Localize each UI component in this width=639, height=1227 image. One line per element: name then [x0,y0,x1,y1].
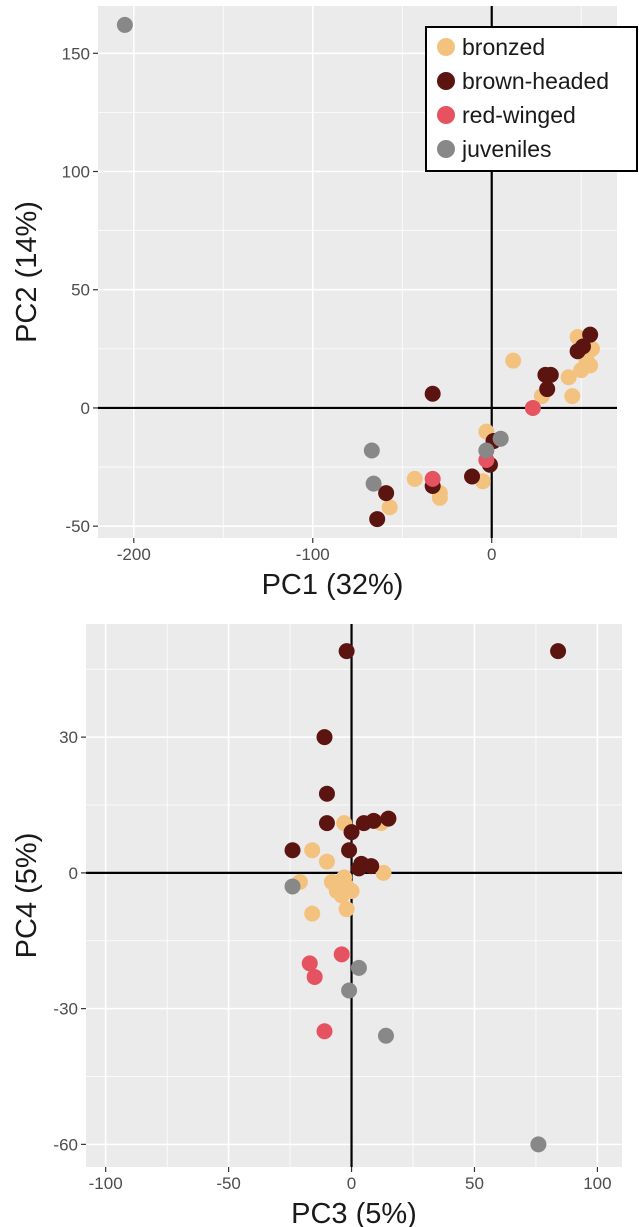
data-point-juveniles [363,442,380,459]
data-point-brown-headed [341,842,358,859]
data-point-juveniles [116,16,133,33]
data-point-juveniles [365,475,382,492]
data-point-juveniles [530,1136,547,1153]
data-point-brown-headed [550,643,567,660]
y-axis-title: PC4 (5%) [11,833,43,959]
x-axis-ticks: -200 -100 0 [117,538,496,564]
data-point-juveniles [492,430,509,447]
x-tick-label: -50 [216,1174,241,1193]
data-point-red-winged [301,955,318,972]
pca-panel-pc3-pc4: -100 -50 0 50 100 -60 -30 0 30 PC3 (5%) PC4 (5%… [11,624,622,1227]
data-point-red-winged [316,1023,333,1040]
legend-box [425,26,638,172]
data-point-bronzed [564,388,581,405]
legend-key-red-winged [437,106,455,124]
data-point-brown-headed [365,812,382,829]
data-point-red-winged [333,946,350,963]
data-point-brown-headed [343,824,360,841]
data-point-brown-headed [574,338,591,355]
y-tick-label: -30 [53,1000,78,1019]
data-point-juveniles [341,982,358,999]
data-point-bronzed [406,470,423,487]
x-tick-label: 0 [487,545,496,564]
data-point-bronzed [560,369,577,386]
data-point-bronzed [338,901,355,918]
y-tick-label: -60 [53,1135,78,1154]
data-point-juveniles [478,442,495,459]
data-point-red-winged [524,399,541,416]
x-axis-title: PC1 (32%) [262,569,404,601]
data-point-bronzed [381,499,398,516]
data-point-bronzed [343,882,360,899]
x-tick-label: -200 [117,545,151,564]
legend-label-brown-headed: brown-headed [462,68,609,94]
data-point-brown-headed [539,381,556,398]
y-axis-title: PC2 (14%) [11,201,43,343]
data-point-brown-headed [582,326,599,343]
pca-panel-pc1-pc2: -200 -100 0 -50 0 50 100 150 PC1 (32%) PC2 (14… [11,6,638,601]
data-point-brown-headed [369,511,386,528]
data-point-juveniles [377,1027,394,1044]
data-point-brown-headed [380,810,397,827]
data-point-juveniles [284,878,301,895]
data-point-bronzed [318,853,335,870]
data-point-brown-headed [464,468,481,485]
data-point-brown-headed [338,643,355,660]
data-point-brown-headed [378,485,395,502]
data-point-bronzed [304,842,321,859]
data-point-red-winged [424,470,441,487]
data-point-brown-headed [318,815,335,832]
y-tick-label: 0 [69,864,78,883]
y-tick-label: 100 [62,163,90,182]
data-point-bronzed [304,905,321,922]
y-axis-ticks: -60 -30 0 30 [53,728,86,1154]
data-points [284,643,567,1153]
x-tick-label: 100 [583,1174,611,1193]
data-point-red-winged [306,968,323,985]
y-tick-label: 0 [81,399,90,418]
legend: bronzed brown-headed red-winged juveniles [425,26,638,172]
y-tick-label: 150 [62,44,90,63]
data-point-brown-headed [318,785,335,802]
y-tick-label: -50 [65,517,90,536]
y-tick-label: 30 [59,728,78,747]
y-tick-label: 50 [71,281,90,300]
x-axis-title: PC3 (5%) [291,1198,417,1227]
legend-label-red-winged: red-winged [462,102,576,128]
data-point-bronzed [375,864,392,881]
data-point-brown-headed [316,729,333,746]
data-point-bronzed [505,352,522,369]
legend-key-juveniles [437,140,455,158]
legend-key-brown-headed [437,72,455,90]
data-point-brown-headed [542,366,559,383]
data-point-juveniles [350,959,367,976]
legend-key-bronzed [437,38,455,56]
data-points [116,16,600,528]
x-axis-ticks: -100 -50 0 50 100 [89,1167,612,1193]
x-tick-label: -100 [89,1174,123,1193]
data-point-brown-headed [424,385,441,402]
legend-label-juveniles: juveniles [461,136,552,162]
x-tick-label: 50 [465,1174,484,1193]
data-point-bronzed [582,357,599,374]
y-axis-ticks: -50 0 50 100 150 [62,44,98,536]
data-point-brown-headed [284,842,301,859]
x-tick-label: 0 [347,1174,356,1193]
x-tick-label: -100 [296,545,330,564]
legend-label-bronzed: bronzed [462,34,545,60]
data-point-brown-headed [363,858,380,875]
